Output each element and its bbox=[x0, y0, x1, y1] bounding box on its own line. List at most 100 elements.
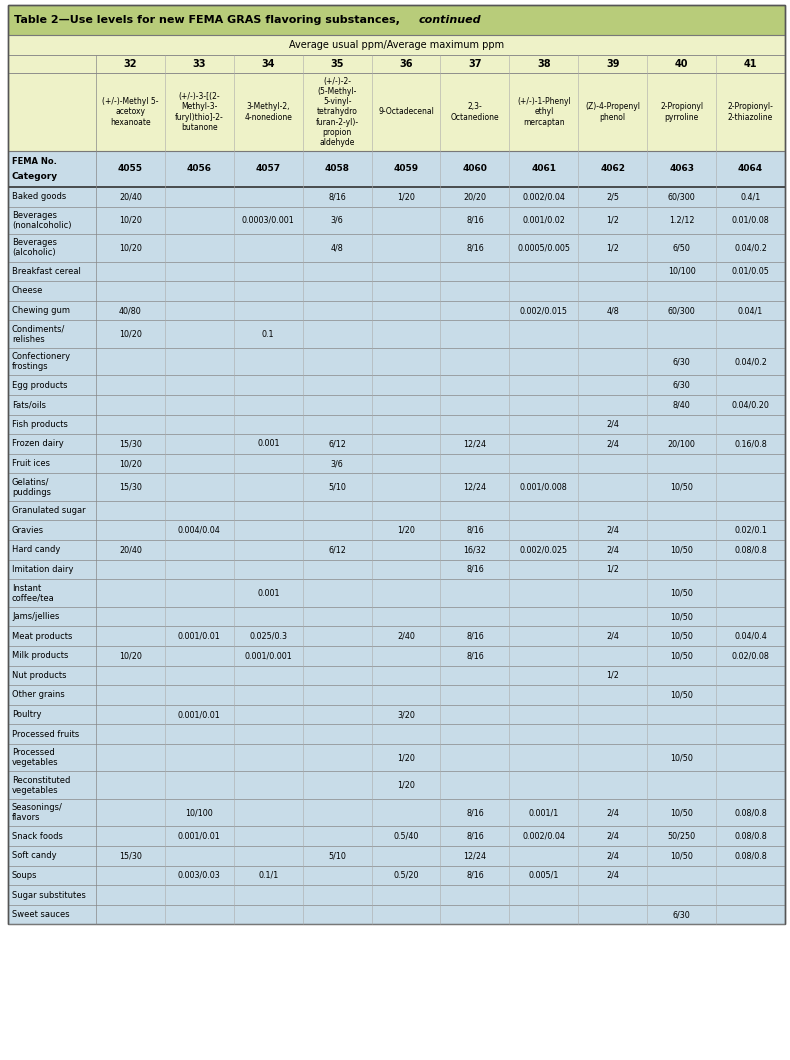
Text: 5/10: 5/10 bbox=[328, 482, 346, 492]
Bar bbox=[8, 414, 785, 435]
Text: 10/50: 10/50 bbox=[670, 808, 693, 817]
Text: 4061: 4061 bbox=[532, 164, 556, 174]
Text: 0.1: 0.1 bbox=[262, 330, 274, 338]
Text: 0.001: 0.001 bbox=[257, 588, 280, 598]
Text: 4/8: 4/8 bbox=[331, 244, 344, 252]
Text: 0.002/0.025: 0.002/0.025 bbox=[520, 546, 568, 554]
Text: 8/16: 8/16 bbox=[466, 651, 483, 660]
Bar bbox=[8, 724, 785, 744]
Text: 1/20: 1/20 bbox=[397, 781, 415, 790]
Text: Jams/jellies: Jams/jellies bbox=[12, 612, 59, 621]
Bar bbox=[8, 375, 785, 395]
Text: 35: 35 bbox=[330, 59, 344, 69]
Text: 6/30: 6/30 bbox=[673, 357, 690, 366]
Text: 20/40: 20/40 bbox=[119, 546, 142, 554]
Text: 0.002/0.015: 0.002/0.015 bbox=[520, 306, 568, 315]
Text: 3/20: 3/20 bbox=[397, 710, 415, 719]
Text: 10/20: 10/20 bbox=[119, 216, 142, 225]
Text: 0.16/0.8: 0.16/0.8 bbox=[734, 440, 767, 448]
Text: 1/20: 1/20 bbox=[397, 754, 415, 762]
Bar bbox=[8, 320, 785, 348]
Text: Soft candy: Soft candy bbox=[12, 851, 57, 861]
Text: 4064: 4064 bbox=[738, 164, 763, 174]
Text: Other grains: Other grains bbox=[12, 690, 65, 700]
Bar bbox=[8, 744, 785, 772]
Bar bbox=[8, 646, 785, 666]
Text: 8/16: 8/16 bbox=[466, 565, 483, 575]
Text: 40: 40 bbox=[675, 59, 688, 69]
Text: 37: 37 bbox=[468, 59, 482, 69]
Text: 0.04/0.2: 0.04/0.2 bbox=[734, 357, 767, 366]
Text: 2-Propionyl
pyrroline: 2-Propionyl pyrroline bbox=[660, 103, 703, 122]
Bar bbox=[8, 5, 785, 35]
Text: 0.08/0.8: 0.08/0.8 bbox=[734, 851, 767, 861]
Bar bbox=[8, 501, 785, 520]
Text: 0.5/40: 0.5/40 bbox=[393, 832, 419, 841]
Text: 20/100: 20/100 bbox=[668, 440, 695, 448]
Text: 0.001/0.01: 0.001/0.01 bbox=[178, 710, 220, 719]
Text: 38: 38 bbox=[537, 59, 551, 69]
Text: 2/5: 2/5 bbox=[606, 192, 619, 201]
Bar bbox=[8, 187, 785, 207]
Text: 15/30: 15/30 bbox=[119, 482, 142, 492]
Text: Confectionery
frostings: Confectionery frostings bbox=[12, 352, 71, 371]
Text: Hard candy: Hard candy bbox=[12, 546, 60, 554]
Text: Fats/oils: Fats/oils bbox=[12, 401, 46, 409]
Text: 0.1/1: 0.1/1 bbox=[258, 871, 278, 880]
Text: 10/50: 10/50 bbox=[670, 690, 693, 700]
Text: Imitation dairy: Imitation dairy bbox=[12, 565, 73, 575]
Text: Fish products: Fish products bbox=[12, 420, 68, 429]
Text: 10/50: 10/50 bbox=[670, 754, 693, 762]
Text: (+/-)-2-
(5-Methyl-
5-vinyl-
tetrahydro
furan-2-yl)-
propion
aldehyde: (+/-)-2- (5-Methyl- 5-vinyl- tetrahydro … bbox=[315, 77, 359, 146]
Text: 10/100: 10/100 bbox=[186, 808, 213, 817]
Text: 4059: 4059 bbox=[393, 164, 419, 174]
Text: Reconstituted
vegetables: Reconstituted vegetables bbox=[12, 776, 70, 795]
Text: 0.001/1: 0.001/1 bbox=[529, 808, 559, 817]
Text: 0.003/0.03: 0.003/0.03 bbox=[178, 871, 220, 880]
Bar bbox=[8, 281, 785, 301]
Text: Egg products: Egg products bbox=[12, 381, 67, 390]
Bar bbox=[8, 474, 785, 501]
Text: 40/80: 40/80 bbox=[119, 306, 142, 315]
Text: 0.001/0.01: 0.001/0.01 bbox=[178, 632, 220, 640]
Text: 12/24: 12/24 bbox=[464, 482, 487, 492]
Text: 8/16: 8/16 bbox=[466, 632, 483, 640]
Text: 1.2/12: 1.2/12 bbox=[669, 216, 694, 225]
Bar bbox=[8, 454, 785, 474]
Text: Instant
coffee/tea: Instant coffee/tea bbox=[12, 583, 55, 602]
Text: (+/-)-1-Phenyl
ethyl
mercaptan: (+/-)-1-Phenyl ethyl mercaptan bbox=[517, 98, 570, 126]
Text: 0.02/0.08: 0.02/0.08 bbox=[732, 651, 769, 660]
Text: Sugar substitutes: Sugar substitutes bbox=[12, 890, 86, 900]
Text: 5/10: 5/10 bbox=[328, 851, 346, 861]
Bar bbox=[8, 262, 785, 281]
Text: 2/40: 2/40 bbox=[397, 632, 415, 640]
Text: 12/24: 12/24 bbox=[464, 440, 487, 448]
Text: 8/16: 8/16 bbox=[466, 832, 483, 841]
Text: 36: 36 bbox=[399, 59, 413, 69]
Text: 0.001: 0.001 bbox=[257, 440, 280, 448]
Text: 8/16: 8/16 bbox=[466, 808, 483, 817]
Text: 2/4: 2/4 bbox=[606, 851, 619, 861]
Bar bbox=[8, 905, 785, 924]
Bar bbox=[8, 520, 785, 541]
Text: 10/50: 10/50 bbox=[670, 612, 693, 621]
Text: 1/2: 1/2 bbox=[606, 671, 619, 679]
Text: 0.4/1: 0.4/1 bbox=[740, 192, 761, 201]
Bar bbox=[8, 35, 785, 55]
Bar bbox=[8, 626, 785, 646]
Text: Nut products: Nut products bbox=[12, 671, 66, 679]
Text: 2-Propionyl-
2-thiazoline: 2-Propionyl- 2-thiazoline bbox=[728, 103, 773, 122]
Text: 4060: 4060 bbox=[462, 164, 487, 174]
Text: 0.001/0.008: 0.001/0.008 bbox=[520, 482, 568, 492]
Bar bbox=[8, 705, 785, 724]
Text: 34: 34 bbox=[261, 59, 275, 69]
Text: 60/300: 60/300 bbox=[668, 306, 695, 315]
Text: (Z)-4-Propenyl
phenol: (Z)-4-Propenyl phenol bbox=[585, 103, 640, 122]
Text: 0.0005/0.005: 0.0005/0.005 bbox=[517, 244, 570, 252]
Bar bbox=[8, 885, 785, 905]
Text: 2/4: 2/4 bbox=[606, 871, 619, 880]
Text: 6/12: 6/12 bbox=[328, 546, 346, 554]
Text: 16/32: 16/32 bbox=[464, 546, 487, 554]
Text: 4058: 4058 bbox=[325, 164, 350, 174]
Text: 0.5/20: 0.5/20 bbox=[393, 871, 419, 880]
